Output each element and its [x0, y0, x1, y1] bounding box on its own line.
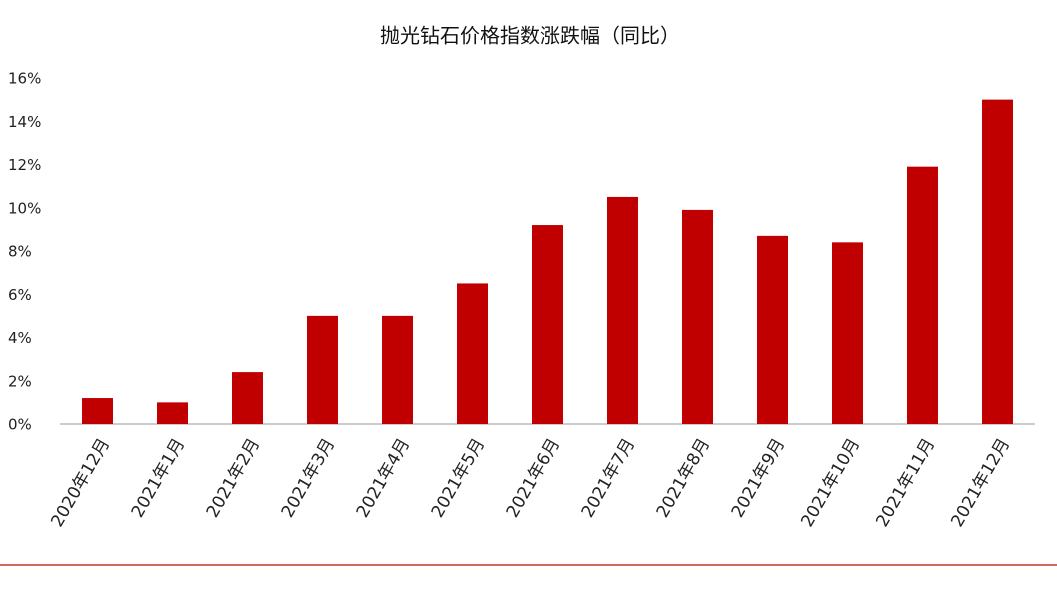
- bar: [157, 402, 188, 424]
- bar: [82, 398, 113, 424]
- x-tick-label: 2021年12月: [947, 435, 1014, 531]
- y-tick-label: 0%: [8, 416, 32, 434]
- x-tick-label: 2021年4月: [353, 435, 414, 521]
- bar: [307, 315, 338, 424]
- x-tick-label: 2021年9月: [728, 435, 789, 521]
- bar: [757, 235, 788, 424]
- bar: [382, 315, 413, 424]
- y-tick-label: 4%: [8, 329, 32, 347]
- bar: [982, 99, 1013, 424]
- bar: [457, 283, 488, 424]
- bar: [907, 166, 938, 424]
- x-tick-label: 2021年10月: [797, 435, 864, 531]
- x-tick-label: 2021年6月: [503, 435, 564, 521]
- x-tick-label: 2021年8月: [653, 435, 714, 521]
- bar: [232, 372, 263, 424]
- bar: [607, 196, 638, 424]
- bar: [532, 225, 563, 424]
- x-tick-label: 2021年11月: [872, 435, 939, 531]
- y-tick-label: 14%: [8, 113, 41, 131]
- x-tick-label: 2020年12月: [47, 435, 114, 531]
- bar: [682, 209, 713, 424]
- x-tick-label: 2021年7月: [578, 435, 639, 521]
- y-tick-label: 16%: [8, 70, 41, 88]
- x-tick-label: 2021年3月: [278, 435, 339, 521]
- y-tick-label: 12%: [8, 156, 41, 174]
- y-tick-label: 10%: [8, 199, 41, 217]
- x-tick-label: 2021年1月: [128, 435, 189, 521]
- chart-title: 抛光钻石价格指数涨跌幅（同比）: [380, 24, 680, 48]
- y-tick-label: 6%: [8, 286, 32, 304]
- y-tick-label: 8%: [8, 243, 32, 261]
- y-tick-label: 2%: [8, 372, 32, 390]
- bar: [832, 242, 863, 424]
- x-tick-label: 2021年2月: [203, 435, 264, 521]
- x-tick-label: 2021年5月: [428, 435, 489, 521]
